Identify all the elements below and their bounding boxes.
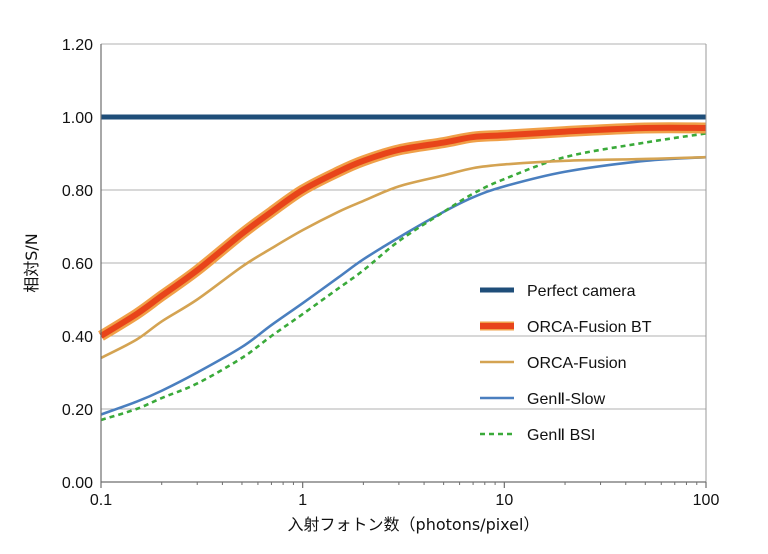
x-tick-label: 100 xyxy=(693,492,720,509)
grid-lines xyxy=(101,43,706,483)
x-tick-label: 1 xyxy=(298,492,307,509)
x-tick-label: 0.1 xyxy=(90,492,112,509)
series-line-orca-fusion-bt xyxy=(99,124,707,339)
y-tick-label: 0.20 xyxy=(62,402,93,419)
legend-label-orca-fusion: ORCA-Fusion xyxy=(527,355,627,372)
legend-label-perfect-camera: Perfect camera xyxy=(527,283,636,300)
axes: 0.00 0.20 0.40 0.60 0.80 1.00 1.20 0.1 1 10 100 xyxy=(62,37,720,509)
y-tick-label: 0.60 xyxy=(62,256,93,273)
y-axis-title: 相対S/N xyxy=(22,233,41,293)
series-line-orca-fusion xyxy=(100,155,707,360)
y-tick-label: 0.00 xyxy=(62,475,93,492)
legend-label-orca-fusion-bt: ORCA-Fusion BT xyxy=(527,319,652,336)
legend-label-gen2-bsi: GenⅡ BSI xyxy=(527,427,595,444)
y-tick-label: 0.40 xyxy=(62,329,93,346)
legend-label-gen2-slow: GenⅡ-Slow xyxy=(527,391,606,408)
x-axis-title: 入射フォトン数（photons/pixel） xyxy=(288,515,540,534)
series-line-gen2-slow xyxy=(100,155,707,416)
legend: Perfect camera ORCA-Fusion BT ORCA-Fusion G… xyxy=(480,283,652,444)
series-lines xyxy=(98,114,707,422)
y-tick-label: 0.80 xyxy=(62,183,93,200)
y-tick-label: 1.00 xyxy=(62,110,93,127)
y-tick-label: 1.20 xyxy=(62,37,93,54)
x-tick-label: 10 xyxy=(495,492,513,509)
